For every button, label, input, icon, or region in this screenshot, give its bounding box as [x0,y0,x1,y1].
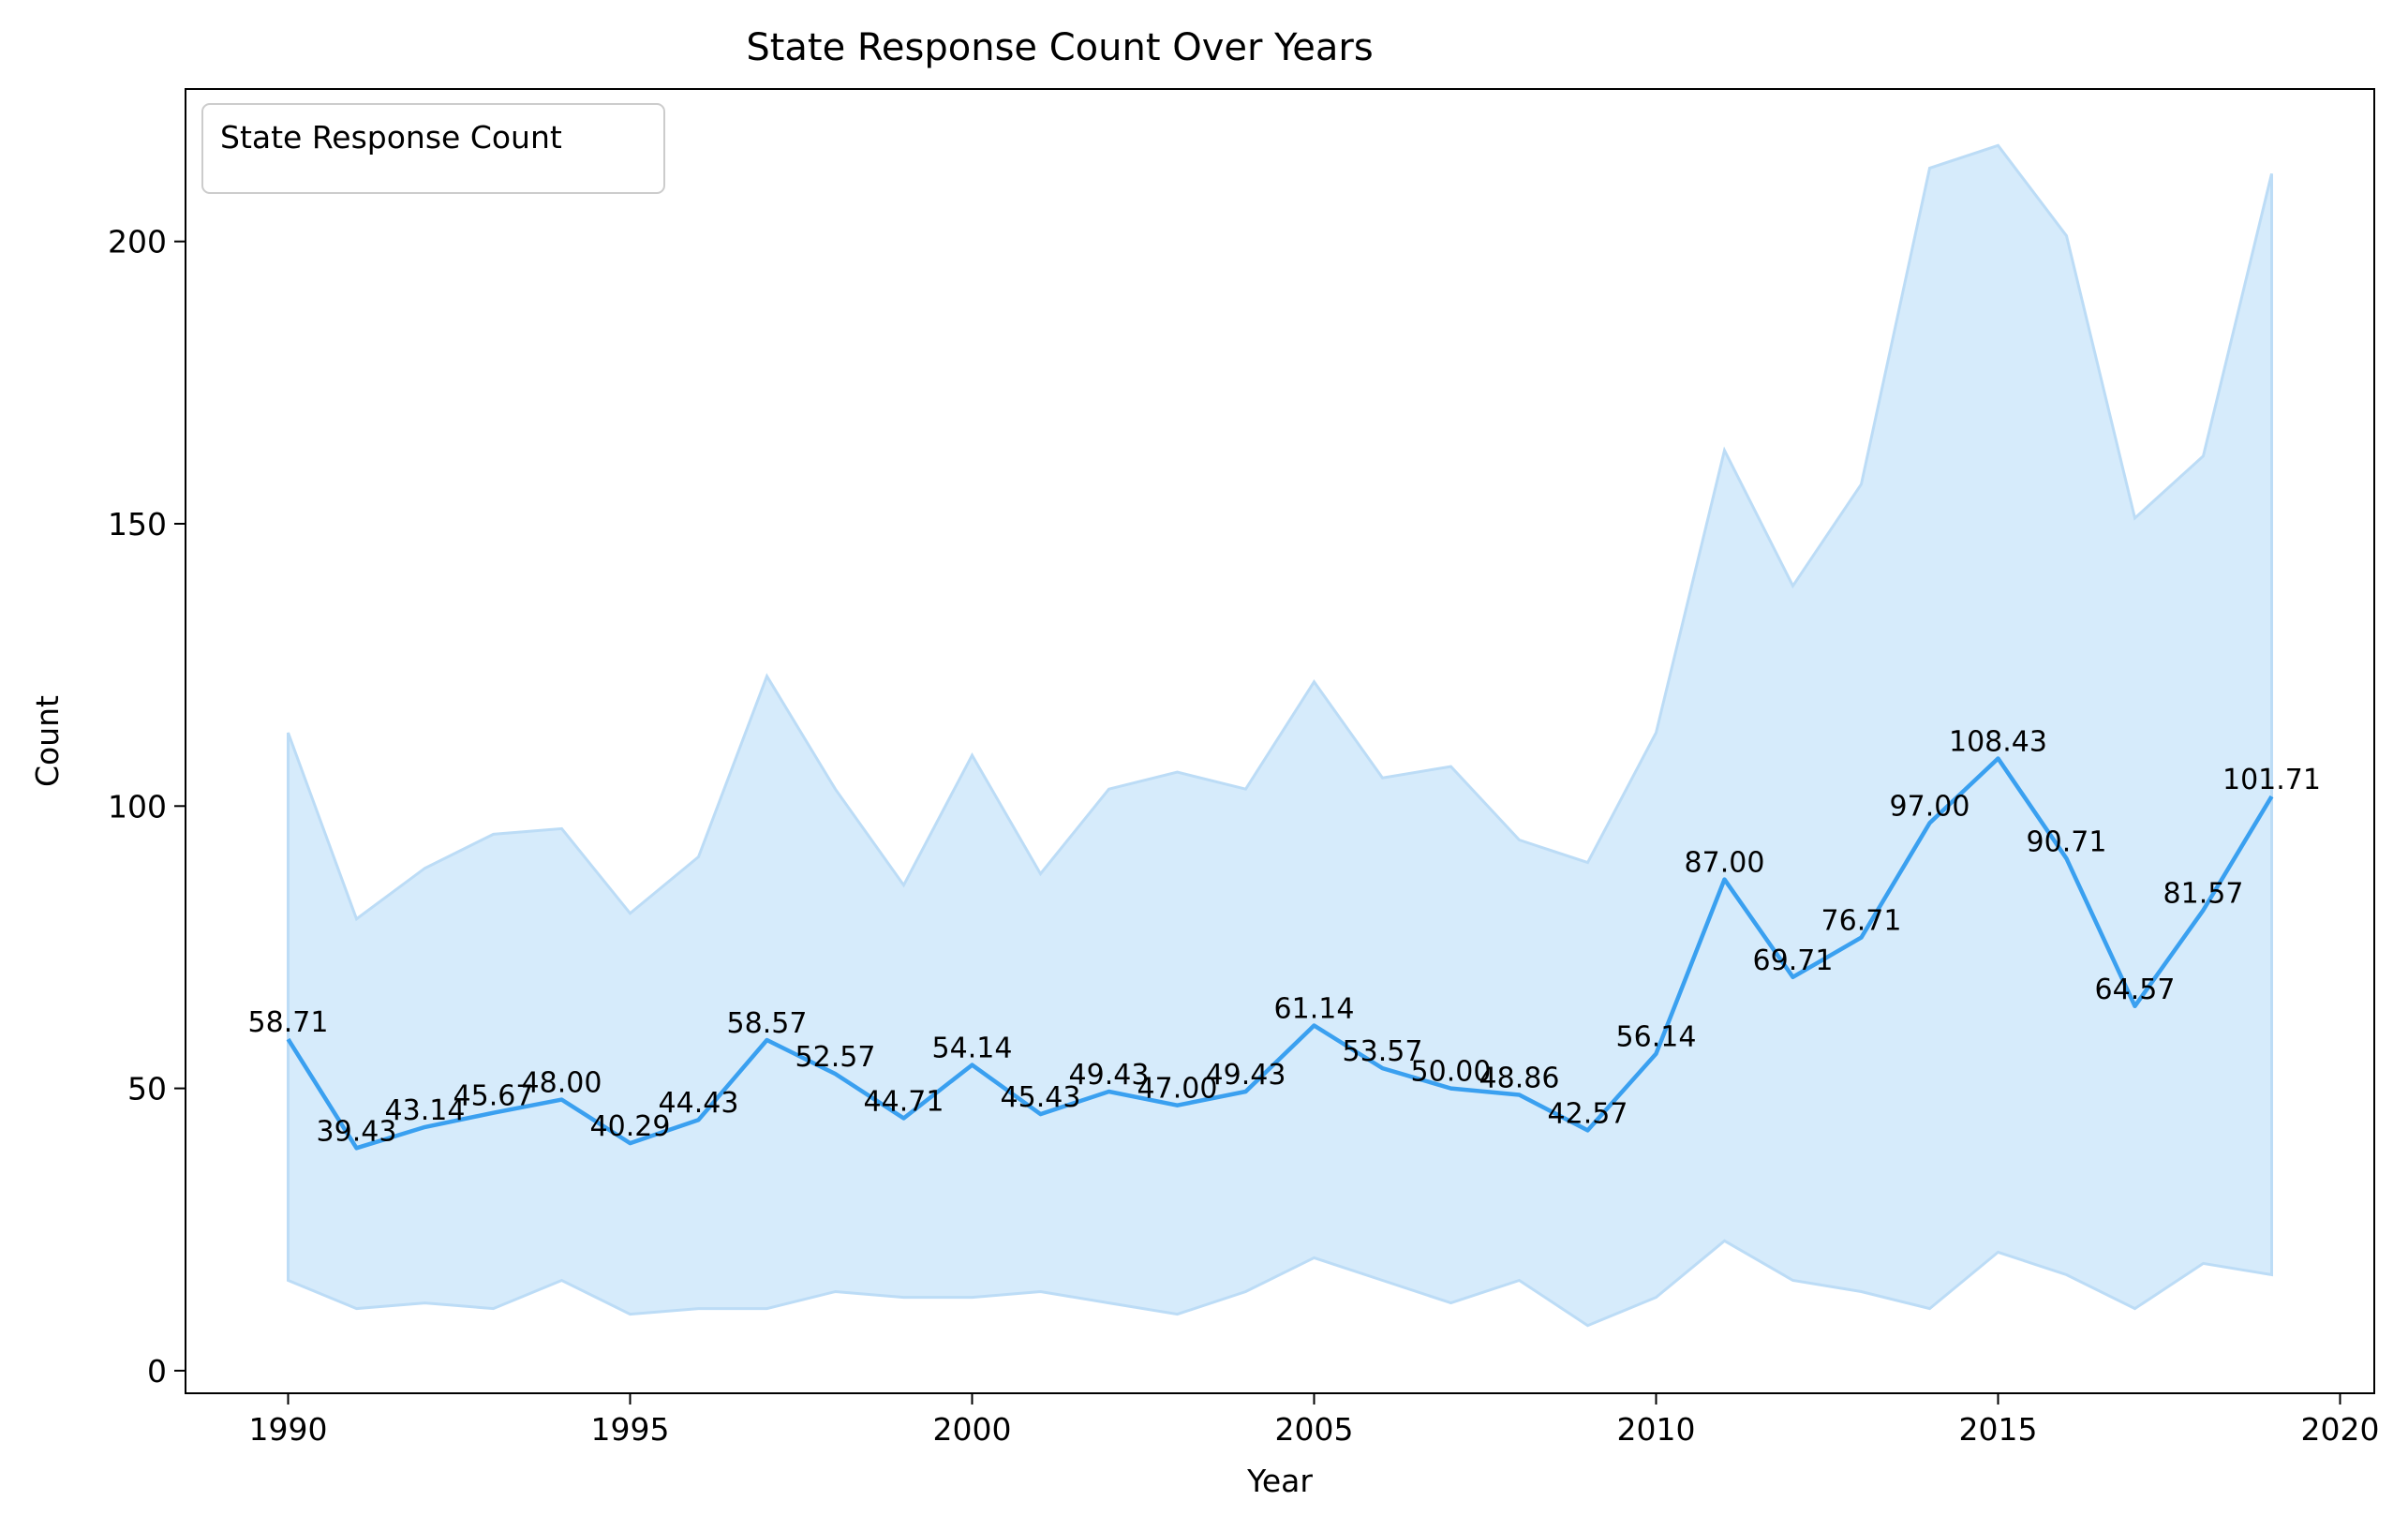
data-label: 49.43 [1069,1059,1150,1092]
data-label: 48.00 [522,1067,602,1100]
data-label: 58.57 [727,1007,808,1040]
data-label: 87.00 [1685,847,1765,880]
x-tick-label: 2015 [1959,1411,2038,1448]
y-axis-ticks: 0 50 100 150 200 [108,224,186,1390]
data-label: 97.00 [1890,790,1970,823]
x-tick-label: 2020 [2301,1411,2380,1448]
x-tick-label: 1990 [249,1411,328,1448]
y-tick-label: 200 [108,224,167,260]
data-label: 47.00 [1137,1073,1218,1106]
data-label: 101.71 [2222,764,2321,796]
data-label: 49.43 [1206,1059,1286,1092]
data-label: 45.43 [1001,1081,1081,1114]
data-label: 90.71 [2027,825,2107,858]
data-label: 40.29 [590,1110,671,1143]
x-axis-ticks: 1990 1995 2000 2005 2010 2015 2020 [249,1393,2380,1448]
data-label: 76.71 [1821,905,1902,938]
x-axis-label: Year [1246,1463,1313,1499]
x-tick-label: 2000 [933,1411,1012,1448]
data-label: 56.14 [1616,1021,1697,1054]
data-label: 53.57 [1343,1035,1423,1068]
y-tick-label: 150 [108,506,167,543]
legend: State Response Count [201,103,665,194]
data-label: 43.14 [385,1094,466,1127]
legend-box [201,103,665,194]
data-label: 61.14 [1274,993,1355,1026]
data-label: 64.57 [2095,974,2176,1006]
confidence-band-layer [287,143,2273,1328]
data-label: 50.00 [1411,1056,1492,1089]
x-tick-label: 1995 [591,1411,670,1448]
y-tick-label: 50 [127,1071,167,1107]
x-tick-label: 2005 [1275,1411,1354,1448]
y-tick-label: 0 [147,1353,167,1390]
plot-frame [185,88,2375,1394]
chart-title: State Response Count Over Years [746,26,1373,69]
data-label: 108.43 [1949,726,2047,759]
x-tick-label: 2010 [1617,1411,1696,1448]
confidence-band [287,143,2273,1328]
data-label: 69.71 [1753,944,1834,977]
data-label: 54.14 [932,1033,1013,1065]
data-label: 44.43 [659,1087,739,1120]
data-label: 58.71 [248,1006,329,1039]
y-tick-label: 100 [108,788,167,825]
data-label: 42.57 [1548,1097,1628,1130]
data-label: 44.71 [864,1086,944,1119]
data-label: 52.57 [795,1041,876,1074]
y-axis-label: Count [29,695,66,787]
series-line [286,756,2274,1151]
series-line-layer [286,756,2274,1151]
data-label: 81.57 [2163,877,2244,910]
data-label: 48.86 [1479,1063,1560,1095]
legend-title: State Response Count [220,119,562,156]
data-label: 39.43 [317,1115,397,1148]
data-label: 45.67 [453,1080,534,1113]
